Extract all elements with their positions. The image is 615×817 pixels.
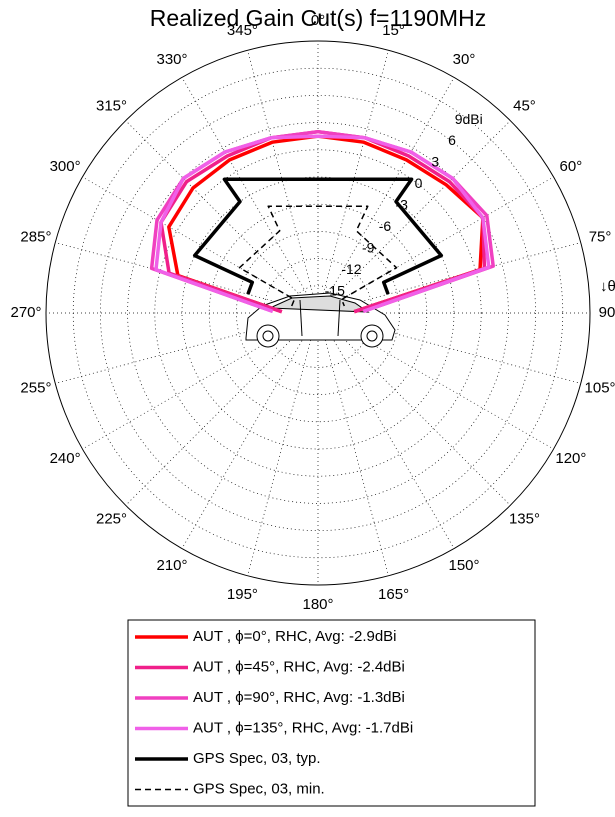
theta-tick-label: 165° xyxy=(378,586,409,603)
legend-label: GPS Spec, 03, min. xyxy=(193,780,325,797)
grid-spoke xyxy=(247,50,319,314)
theta-tick-label: 330° xyxy=(156,51,187,68)
grid-ring xyxy=(100,95,536,531)
grid-spoke xyxy=(317,242,581,314)
grid-spoke xyxy=(247,312,319,576)
legend-label: AUT , ϕ=45°, RHC, Avg: -2.4dBi xyxy=(193,658,405,675)
theta-tick-label: 195° xyxy=(227,586,258,603)
r-tick-label: -9 xyxy=(362,239,375,255)
r-tick-label: 6 xyxy=(448,132,456,148)
theta-tick-label: 300° xyxy=(50,158,81,175)
series-line xyxy=(149,129,495,314)
r-tick-label: -15 xyxy=(325,282,345,298)
r-tick-label: 0 xyxy=(415,175,423,191)
theta-tick-label: 120° xyxy=(555,450,586,467)
grid-spoke xyxy=(82,176,319,314)
grid-spoke xyxy=(317,120,511,314)
theta-tick-label: 210° xyxy=(156,557,187,574)
legend-label: AUT , ϕ=90°, RHC, Avg: -1.3dBi xyxy=(193,689,405,706)
grid-spoke xyxy=(181,77,319,314)
theta-tick-label: 270° xyxy=(10,304,41,321)
theta-tick-label: 315° xyxy=(96,97,127,114)
r-tick-label: 9dBi xyxy=(455,111,483,127)
grid-spoke xyxy=(317,312,389,576)
grid-spoke xyxy=(82,312,319,450)
grid-ring xyxy=(154,149,482,477)
grid-spoke xyxy=(317,77,455,314)
grid-spoke xyxy=(317,176,554,314)
r-tick-label: -12 xyxy=(341,261,361,277)
theta-tick-label: 135° xyxy=(509,510,540,527)
theta-tick-label: 75° xyxy=(589,228,612,245)
series-line xyxy=(192,177,444,295)
series-line xyxy=(154,134,491,314)
grid-spoke xyxy=(317,312,511,506)
series-line xyxy=(238,205,398,307)
theta-tick-label: 225° xyxy=(96,510,127,527)
grid-spoke xyxy=(317,312,581,384)
theta-tick-label: 345° xyxy=(227,22,258,39)
legend-label: GPS Spec, 03, typ. xyxy=(193,750,321,767)
grid-spoke xyxy=(125,120,319,314)
outer-circle xyxy=(45,40,591,586)
theta-tick-label: 15° xyxy=(382,22,405,39)
legend-label: AUT , ϕ=0°, RHC, Avg: -2.9dBi xyxy=(193,628,397,645)
r-tick-label: 3 xyxy=(431,154,439,170)
grid-spoke xyxy=(317,50,389,314)
theta-tick-label: 105° xyxy=(585,380,615,397)
grid-spoke xyxy=(55,312,319,384)
annotation: ↓θ xyxy=(600,278,615,295)
car-icon xyxy=(245,292,396,348)
theta-tick-label: 180° xyxy=(302,596,333,613)
theta-tick-label: 150° xyxy=(448,557,479,574)
r-tick-label: -6 xyxy=(379,218,392,234)
grid-spoke xyxy=(125,312,319,506)
grid-ring xyxy=(236,231,400,395)
theta-tick-label: 255° xyxy=(20,380,51,397)
legend-label: AUT , ϕ=135°, RHC, Avg: -1.7dBi xyxy=(193,719,413,736)
grid-ring xyxy=(127,122,509,504)
theta-tick-label: 240° xyxy=(50,450,81,467)
grid-spoke xyxy=(317,312,554,450)
theta-tick-label: 285° xyxy=(20,228,51,245)
theta-tick-label: 0° xyxy=(311,12,325,29)
theta-tick-label: 60° xyxy=(560,158,583,175)
theta-tick-label: 90° xyxy=(599,304,615,321)
legend xyxy=(127,619,536,807)
theta-tick-label: 45° xyxy=(513,97,536,114)
theta-tick-label: 30° xyxy=(453,51,476,68)
grid-spoke xyxy=(317,312,455,549)
r-tick-label: -3 xyxy=(396,197,409,213)
chart-title: Realized Gain Cut(s) f=1190MHz xyxy=(150,5,486,31)
grid-spoke xyxy=(181,312,319,549)
